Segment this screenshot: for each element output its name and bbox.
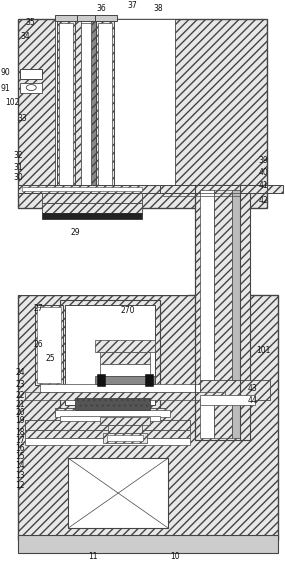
Bar (18, 19, 267, 208)
Bar (95, 15, 117, 20)
Bar (96, 19, 114, 190)
Text: 90: 90 (1, 68, 10, 77)
Text: 42: 42 (258, 196, 268, 205)
Bar (55, 19, 175, 190)
Text: 16: 16 (15, 444, 25, 453)
Bar (20, 83, 42, 93)
Bar (98, 23, 112, 186)
Bar (18, 295, 278, 540)
Text: 41: 41 (258, 181, 268, 190)
Text: 26: 26 (33, 340, 43, 349)
Text: 13: 13 (15, 470, 25, 479)
Text: 34: 34 (21, 32, 30, 41)
Text: 23: 23 (15, 380, 25, 389)
Text: 30: 30 (13, 173, 23, 182)
Bar (232, 190, 240, 438)
Text: 19: 19 (15, 415, 25, 424)
Text: 20: 20 (15, 408, 25, 417)
Bar (100, 417, 150, 425)
Text: 22: 22 (16, 391, 25, 400)
Text: 36: 36 (96, 4, 106, 13)
Bar (22, 187, 142, 191)
Bar (60, 301, 160, 410)
Bar (18, 186, 283, 194)
Text: 40: 40 (258, 168, 268, 177)
Bar (103, 433, 147, 443)
Bar (40, 384, 205, 392)
Text: 33: 33 (17, 114, 27, 123)
Text: 101: 101 (256, 346, 270, 355)
Text: 43: 43 (247, 384, 257, 393)
Bar (107, 435, 143, 441)
Bar (20, 68, 42, 79)
Bar (25, 392, 225, 400)
Bar (37, 307, 61, 383)
Text: 44: 44 (247, 396, 257, 405)
Text: 32: 32 (13, 151, 23, 160)
Text: 21: 21 (16, 400, 25, 409)
Bar (81, 23, 91, 186)
Text: 29: 29 (70, 228, 80, 237)
Bar (42, 203, 142, 213)
Bar (91, 19, 96, 190)
Bar (18, 535, 278, 553)
Bar (60, 416, 160, 421)
Bar (25, 430, 190, 438)
Bar (59, 23, 73, 186)
Bar (55, 410, 170, 417)
Text: 24: 24 (15, 368, 25, 377)
Text: 37: 37 (127, 1, 137, 10)
Bar (214, 190, 232, 438)
Text: 17: 17 (15, 436, 25, 445)
Bar (95, 376, 155, 384)
Bar (145, 374, 153, 386)
Text: 15: 15 (15, 452, 25, 461)
Bar (35, 305, 63, 385)
Text: 270: 270 (121, 306, 135, 315)
Text: 38: 38 (153, 4, 163, 13)
Bar (42, 194, 142, 203)
Bar (25, 420, 190, 430)
Bar (100, 352, 150, 365)
Bar (95, 340, 155, 352)
Bar (200, 190, 214, 438)
Bar (77, 15, 95, 20)
Text: 35: 35 (25, 18, 35, 27)
Bar (65, 305, 155, 405)
Bar (68, 458, 168, 528)
Bar (57, 19, 75, 190)
Text: 10: 10 (170, 551, 180, 560)
Text: 18: 18 (16, 428, 25, 436)
Text: 12: 12 (16, 481, 25, 490)
Bar (160, 186, 267, 194)
Bar (100, 365, 150, 376)
Text: 31: 31 (13, 163, 23, 172)
Bar (75, 398, 150, 410)
Bar (108, 425, 142, 433)
Bar (55, 408, 165, 416)
Text: 91: 91 (1, 84, 10, 93)
Bar (55, 15, 77, 20)
Text: 14: 14 (15, 461, 25, 470)
Text: 102: 102 (5, 98, 19, 107)
Bar (25, 438, 190, 445)
Bar (97, 374, 105, 386)
Bar (18, 230, 188, 295)
Bar (75, 19, 81, 190)
Text: 39: 39 (258, 156, 268, 165)
Bar (200, 380, 270, 400)
Bar (200, 395, 255, 405)
Text: 27: 27 (33, 304, 43, 313)
Bar (42, 213, 142, 220)
Bar (195, 186, 250, 440)
Text: 25: 25 (45, 354, 55, 363)
Ellipse shape (26, 84, 36, 91)
Text: 11: 11 (88, 551, 98, 560)
